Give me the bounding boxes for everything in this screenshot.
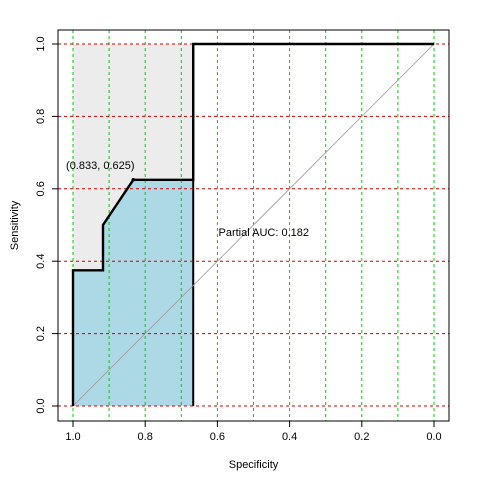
y-tick-label: 0.8 — [35, 109, 47, 124]
y-tick-label: 0.6 — [35, 181, 47, 196]
x-axis-label: Specificity — [229, 459, 279, 471]
y-tick-label: 0.4 — [35, 254, 47, 269]
chance-diagonal — [72, 43, 435, 407]
fill-layer — [73, 44, 195, 406]
x-tick-label: 0.6 — [210, 431, 225, 443]
y-axis-label: Sensitivity — [9, 200, 21, 250]
x-tick-label: 0.0 — [426, 431, 441, 443]
y-tick-label: 1.0 — [35, 36, 47, 51]
x-tick-label: 1.0 — [65, 431, 80, 443]
y-tick-label: 0.0 — [35, 398, 47, 413]
highlight-point — [131, 177, 136, 182]
highlight-point-label: (0.833, 0.625) — [66, 160, 135, 172]
x-tick-label: 0.2 — [354, 431, 369, 443]
roc-curve — [71, 42, 434, 406]
y-tick-label: 0.2 — [35, 326, 47, 341]
partial-auc-label: Partial AUC: 0.182 — [219, 227, 310, 239]
x-tick-label: 0.8 — [138, 431, 153, 443]
x-tick-label: 0.4 — [282, 431, 297, 443]
x-axis: 1.0 0.8 0.6 0.4 0.2 0.0 — [65, 420, 442, 443]
y-axis: 0.0 0.2 0.4 0.6 0.8 1.0 — [35, 36, 59, 414]
